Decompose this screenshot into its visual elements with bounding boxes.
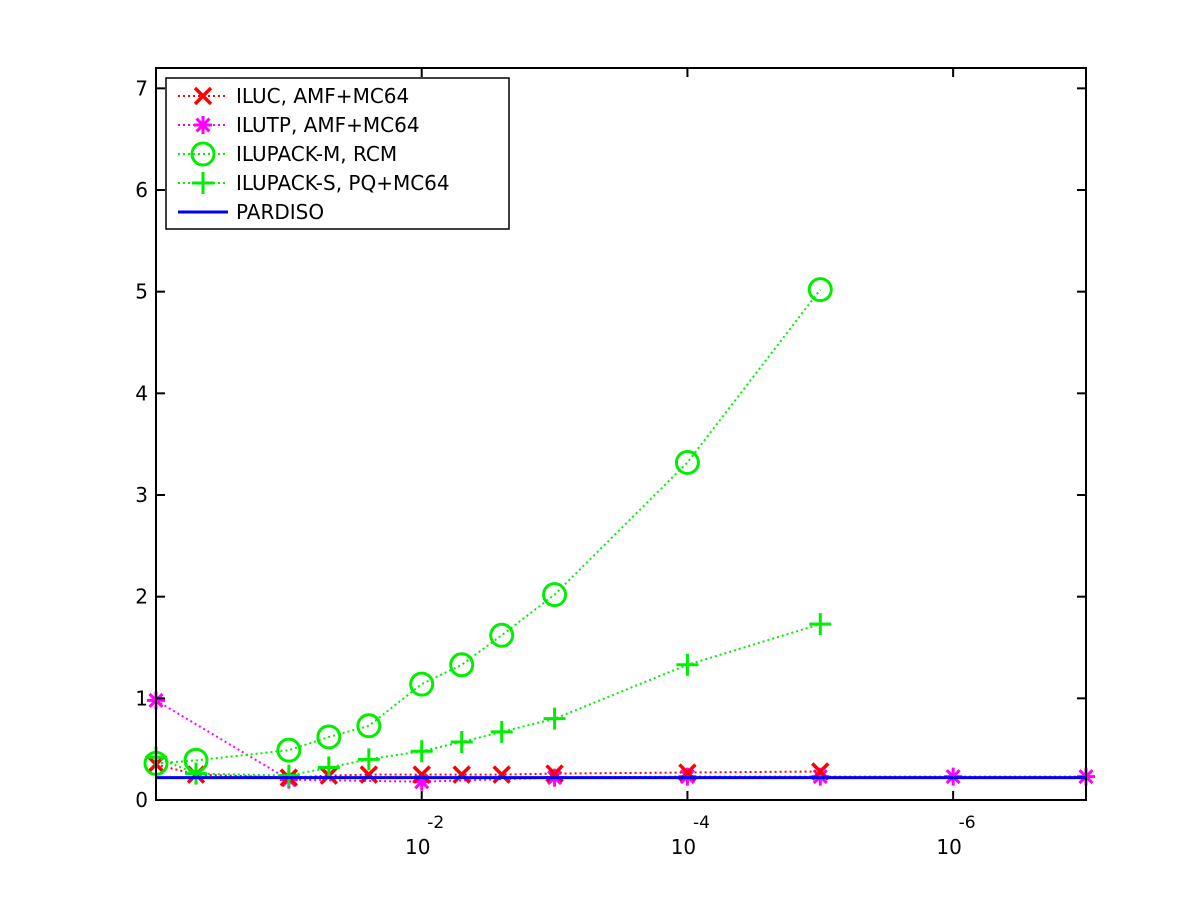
data-point-ilupack-m-rcm-5 — [409, 671, 435, 697]
data-point-iluc-amf-mc64-5 — [412, 765, 431, 784]
data-point-ilupack-s-pq-mc64-10 — [809, 613, 832, 636]
y-tick-label: 5 — [135, 280, 148, 304]
data-point-ilupack-m-rcm-6 — [449, 652, 475, 678]
legend: ILUC, AMF+MC64 ILUTP, AMF+MC64 ILUPACK-M, … — [165, 77, 510, 230]
data-point-iluc-amf-mc64-6 — [452, 765, 471, 784]
data-point-ilupack-s-pq-mc64-1 — [184, 762, 207, 785]
legend-marker-ilutp-amf-mc64 — [194, 116, 212, 134]
y-tick-label: 6 — [135, 178, 148, 202]
y-tick-label: 1 — [135, 686, 148, 710]
legend-label: ILUPACK-M, RCM — [236, 142, 397, 166]
y-tick-label: 7 — [135, 76, 148, 100]
data-point-ilupack-m-rcm-2 — [276, 737, 302, 763]
data-point-ilupack-s-pq-mc64-4 — [357, 748, 380, 771]
data-point-ilupack-s-pq-mc64-7 — [490, 720, 513, 743]
data-point-ilupack-m-rcm-1 — [183, 747, 209, 773]
legend-entry-pardiso: PARDISO — [178, 200, 324, 224]
data-point-ilupack-m-rcm-10 — [807, 277, 833, 303]
legend-label: ILUC, AMF+MC64 — [236, 84, 409, 108]
data-point-ilupack-m-rcm-9 — [674, 449, 700, 475]
x-tick-base: 10 — [936, 835, 961, 859]
y-tick-label: 3 — [135, 483, 148, 507]
data-point-ilupack-s-pq-mc64-6 — [450, 731, 473, 754]
data-point-ilupack-m-rcm-7 — [489, 622, 515, 648]
legend-marker-iluc-amf-mc64 — [193, 86, 213, 106]
data-point-ilupack-s-pq-mc64-2 — [277, 764, 300, 787]
y-tick-label: 2 — [135, 585, 148, 609]
x-tick-exponent: -2 — [427, 813, 444, 833]
plot-area-frame — [155, 67, 1087, 801]
data-point-iluc-amf-mc64-4 — [359, 765, 379, 784]
data-point-ilupack-s-pq-mc64-8 — [543, 707, 566, 730]
legend-entry-ilutp-amf-mc64: ILUTP, AMF+MC64 — [178, 113, 420, 137]
legend-entry-ilupack-m-rcm: ILUPACK-M, RCM — [178, 141, 397, 167]
data-point-ilupack-m-rcm-3 — [316, 724, 342, 750]
legend-marker-ilupack-m-rcm — [190, 141, 216, 167]
data-point-ilupack-s-pq-mc64-5 — [410, 740, 433, 763]
x-tick-exponent: -4 — [693, 813, 710, 833]
data-point-ilutp-amf-mc64-2 — [412, 772, 431, 791]
legend-entry-ilupack-s-pq-mc64: ILUPACK-S, PQ+MC64 — [178, 171, 450, 195]
legend-label: ILUTP, AMF+MC64 — [236, 113, 420, 137]
x-tick-exponent: -6 — [959, 813, 976, 833]
data-point-iluc-amf-mc64-7 — [492, 765, 511, 784]
legend-marker-ilupack-s-pq-mc64 — [192, 172, 214, 194]
y-tick-label: 4 — [135, 381, 148, 405]
legend-label: PARDISO — [236, 200, 324, 224]
y-tick-label: 0 — [135, 788, 148, 812]
legend-entry-iluc-amf-mc64: ILUC, AMF+MC64 — [178, 84, 409, 108]
x-tick-base: 10 — [671, 835, 696, 859]
x-tick-base: 10 — [405, 835, 430, 859]
legend-label: ILUPACK-S, PQ+MC64 — [236, 171, 450, 195]
data-point-ilupack-s-pq-mc64-9 — [676, 653, 699, 676]
data-point-ilupack-s-pq-mc64-3 — [317, 756, 340, 779]
data-point-ilupack-m-rcm-8 — [542, 582, 568, 608]
data-point-ilupack-m-rcm-4 — [356, 713, 382, 739]
